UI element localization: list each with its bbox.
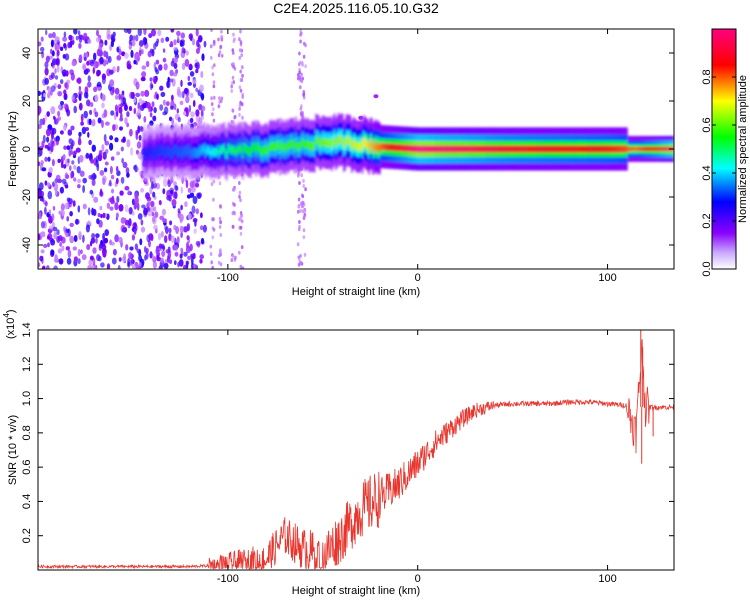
spectrogram-x-tick-label: -100 — [217, 272, 239, 284]
snr-x-ticks: -100 0 100 — [217, 330, 617, 585]
snr-x-tick-label: 100 — [598, 573, 616, 585]
snr-y-multiplier-close: ) — [5, 309, 17, 313]
spectrogram-noise — [38, 29, 307, 269]
snr-y-label: SNR (10 * v/v) — [7, 415, 19, 485]
snr-y-tick-label: 0.8 — [21, 425, 33, 440]
spectrogram-x-tick-label: 0 — [415, 272, 421, 284]
colorbar-tick-label: 0.4 — [701, 165, 713, 180]
snr-series-line — [38, 339, 674, 570]
spectrogram-x-ticks: -100 0 100 — [217, 29, 617, 284]
colorbar-tick-label: 0.0 — [701, 261, 713, 276]
spectrogram-y-tick-label: -40 — [21, 237, 33, 253]
spectrogram-x-tick-label: 100 — [598, 272, 616, 284]
snr-x-tick-label: 0 — [415, 573, 421, 585]
colorbar — [711, 28, 737, 270]
snr-y-tick-label: 0.6 — [21, 459, 33, 474]
colorbar-tick-label: 0.6 — [701, 117, 713, 132]
spectrogram-y-tick-label: 20 — [21, 95, 33, 107]
snr-y-tick-label: 1.4 — [21, 322, 33, 337]
spectrogram-y-ticks: -40 -20 0 20 40 — [21, 47, 674, 253]
spectrogram-x-label: Height of straight line (km) — [292, 286, 420, 298]
colorbar-tick-label: 0.8 — [701, 69, 713, 84]
snr-y-tick-label: 1.0 — [21, 391, 33, 406]
spectrogram-content — [38, 29, 674, 269]
colorbar-label: Normalized spectral amplitude — [737, 75, 749, 223]
spectrogram-ridge — [142, 112, 674, 184]
snr-y-ticks: 0.2 0.4 0.6 0.8 1.0 1.2 1.4 — [21, 322, 674, 543]
spectrogram-panel: -100 0 100 -40 -20 0 20 40 Height of straight … — [7, 28, 749, 298]
snr-y-tick-label: 0.4 — [21, 494, 33, 509]
snr-frame — [37, 329, 675, 571]
figure-title: C2E4.2025.116.05.10.G32 — [273, 0, 439, 16]
snr-y-tick-label: 0.2 — [21, 528, 33, 543]
snr-x-tick-label: -100 — [217, 573, 239, 585]
snr-panel: -100 0 100 0.2 0.4 0.6 0.8 1.0 1.2 1.4 Height of… — [2, 309, 675, 597]
snr-x-label: Height of straight line (km) — [292, 585, 420, 597]
spectrogram-y-tick-label: 40 — [21, 47, 33, 59]
svg-text:(x104): (x104) — [2, 309, 17, 339]
snr-y-multiplier-exp: 4 — [2, 313, 11, 318]
snr-content — [38, 330, 674, 570]
spectrogram-y-tick-label: 0 — [21, 146, 33, 152]
spectrogram-y-label: Frequency (Hz) — [7, 111, 19, 187]
snr-y-tick-label: 1.2 — [21, 357, 33, 372]
snr-y-multiplier-base: (x10 — [5, 318, 17, 339]
snr-y-multiplier: (x104) — [2, 309, 17, 339]
spectrogram-y-tick-label: -20 — [21, 189, 33, 205]
colorbar-tick-label: 0.2 — [701, 213, 713, 228]
colorbar-ticks: 0.0 0.2 0.4 0.6 0.8 — [701, 69, 736, 277]
